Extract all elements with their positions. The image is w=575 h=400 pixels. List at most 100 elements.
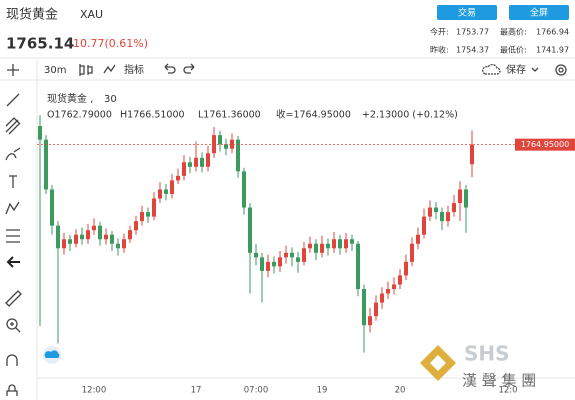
- back-tool[interactable]: [6, 256, 20, 268]
- candle-body: [290, 252, 294, 258]
- candle-body: [212, 135, 216, 154]
- candle-body: [350, 239, 354, 244]
- x-tick-label: 17: [191, 386, 202, 396]
- candle-body: [362, 289, 366, 326]
- lock-tool[interactable]: [6, 384, 18, 396]
- indicator-icon[interactable]: [103, 64, 116, 74]
- candle-body: [296, 257, 300, 262]
- candle-body: [50, 189, 54, 226]
- instrument-symbol: XAU: [80, 8, 103, 21]
- candle-body: [284, 252, 288, 258]
- settings-button[interactable]: [555, 64, 567, 76]
- indicator-button[interactable]: 指标: [124, 63, 144, 76]
- candle-body: [242, 171, 246, 208]
- trade-button[interactable]: [437, 5, 497, 20]
- last-price: 1765.14: [6, 35, 74, 53]
- save-dropdown[interactable]: [531, 67, 539, 72]
- candle-body: [470, 144, 474, 165]
- save-button[interactable]: 保存: [506, 63, 526, 76]
- chart-type-button[interactable]: [79, 64, 93, 76]
- candle-body: [116, 243, 120, 249]
- zoom-tool-handle: [10, 322, 21, 333]
- trade-button-label[interactable]: 交易: [458, 7, 476, 19]
- candle-body: [326, 243, 330, 249]
- candle-body: [146, 212, 150, 217]
- candle-body: [320, 243, 324, 253]
- candle-body: [158, 189, 162, 199]
- price-change: 10.77(0.61%): [73, 37, 148, 50]
- candle-body: [92, 225, 96, 231]
- candle-body: [236, 139, 240, 172]
- candle-body: [218, 135, 222, 145]
- fib-tool[interactable]: [6, 229, 20, 243]
- candle-body: [398, 275, 402, 285]
- candle-body: [260, 257, 264, 271]
- candle-body: [164, 189, 168, 194]
- candle-body: [356, 243, 360, 290]
- magnet-tool[interactable]: [6, 354, 18, 366]
- cloud-icon[interactable]: [482, 63, 501, 75]
- candle-body: [200, 157, 204, 167]
- last-price-label: 1764.95000: [521, 140, 569, 149]
- candle-body: [314, 243, 318, 253]
- badge-icon: [44, 350, 60, 358]
- candle-body: [80, 234, 84, 240]
- candle-body: [104, 234, 108, 240]
- candle-body: [176, 175, 180, 181]
- candle-body: [170, 180, 174, 194]
- candle-body: [44, 139, 48, 190]
- watermark-text: 漢 聲 集 團: [462, 372, 536, 390]
- candle-body: [74, 234, 78, 244]
- brush-tool[interactable]: [5, 147, 21, 161]
- candle-body: [134, 221, 138, 231]
- candle-body: [38, 126, 42, 140]
- stat-value: 1741.97: [536, 46, 569, 55]
- candle-body: [62, 239, 66, 249]
- candle-body: [98, 225, 102, 240]
- candle-body: [224, 144, 228, 149]
- settings-button-core: [558, 67, 564, 73]
- candle-body: [206, 153, 210, 167]
- candle-body: [368, 316, 372, 326]
- redo-button[interactable]: [183, 63, 195, 74]
- candle-body: [434, 207, 438, 213]
- interval-button[interactable]: 30m: [44, 65, 66, 76]
- candle-body: [308, 243, 312, 249]
- stat-label: 昨收:: [430, 45, 449, 55]
- candle-body: [392, 284, 396, 290]
- stat-label: 今开:: [430, 27, 449, 37]
- candle-body: [410, 243, 414, 262]
- undo-button[interactable]: [164, 63, 176, 74]
- candle-body: [302, 248, 306, 262]
- watermark: SHS 漢 聲 集 團: [420, 342, 536, 390]
- zoom-tool[interactable]: [6, 318, 18, 330]
- fullscreen-button-label[interactable]: 全屏: [530, 7, 548, 19]
- cloud-badge[interactable]: [43, 346, 61, 364]
- stat-value: 1754.37: [456, 46, 489, 55]
- pattern-tool[interactable]: [5, 201, 20, 215]
- candle-body: [152, 198, 156, 217]
- x-tick-label: 12:0: [498, 386, 517, 396]
- legend-close: 收=1764.95000: [276, 109, 351, 121]
- candle-body: [458, 189, 462, 204]
- crosshair-tool[interactable]: [7, 64, 19, 76]
- stat-label: 最高价:: [500, 27, 527, 37]
- fullscreen-button[interactable]: [509, 5, 569, 20]
- channel-tool[interactable]: [5, 117, 21, 135]
- candle-body: [254, 252, 258, 258]
- x-tick-label: 19: [317, 386, 328, 396]
- candle-body: [344, 239, 348, 249]
- ruler-tool[interactable]: [5, 290, 22, 307]
- candle-body: [278, 257, 282, 267]
- candle-body: [266, 261, 270, 271]
- text-tool[interactable]: [9, 175, 17, 188]
- candle-body: [272, 261, 276, 267]
- candle-body: [428, 207, 432, 217]
- candle-body: [248, 207, 252, 253]
- watermark-logo: SHS: [464, 342, 510, 366]
- candle-body: [446, 212, 450, 222]
- candle-body: [440, 212, 444, 222]
- line-tool[interactable]: [6, 93, 20, 107]
